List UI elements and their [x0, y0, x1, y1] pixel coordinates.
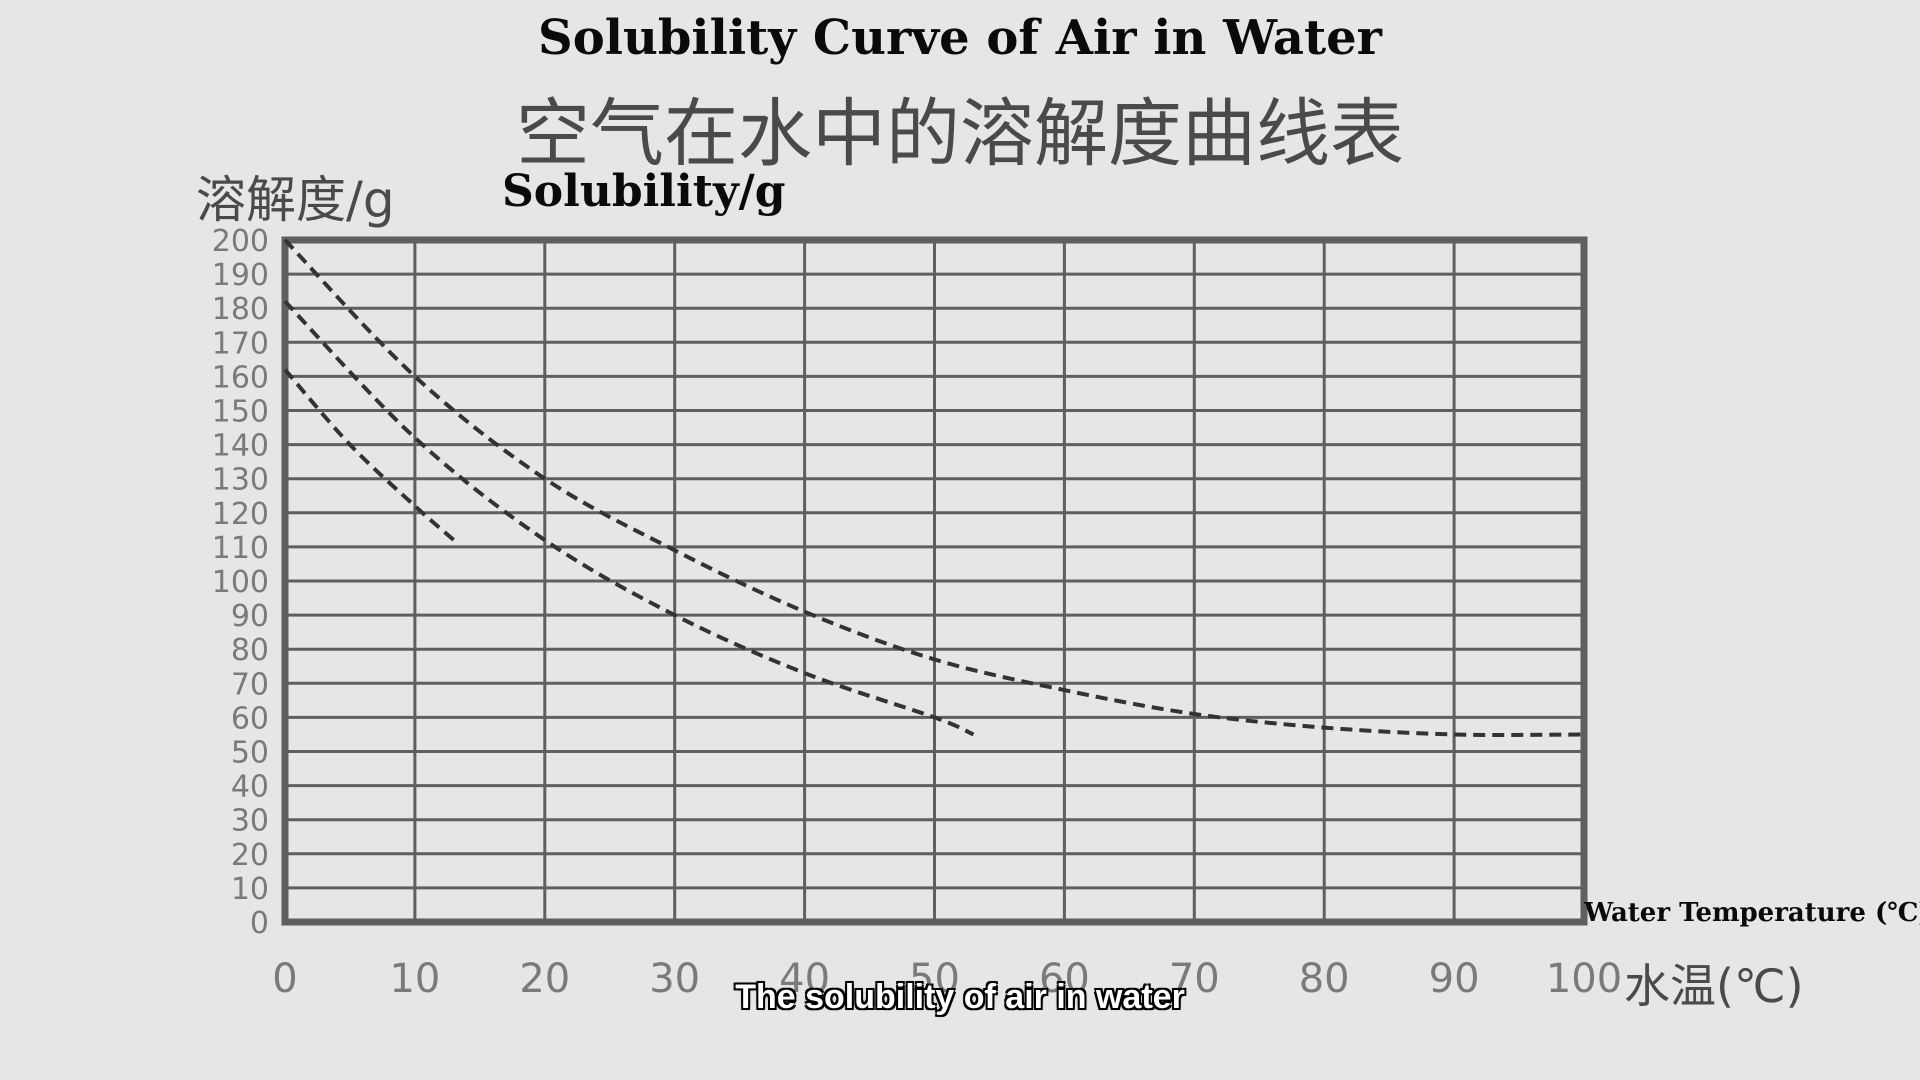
- x-tick-label: 40: [779, 956, 830, 1002]
- y-tick-label: 20: [231, 838, 269, 873]
- y-tick-label: 190: [212, 258, 269, 293]
- solubility-curve-2: [283, 300, 975, 737]
- y-tick-label: 10: [231, 872, 269, 907]
- y-tick-label: 80: [231, 633, 269, 668]
- y-tick-label: 150: [212, 395, 269, 430]
- x-tick-label: 0: [272, 956, 297, 1002]
- x-tick-label: 80: [1299, 956, 1350, 1002]
- solubility-curve-3: [283, 368, 456, 542]
- chart-title-chinese: 空气在水中的溶解度曲线表: [516, 91, 1404, 177]
- x-tick-label: 10: [389, 956, 440, 1002]
- y-tick-label: 130: [212, 463, 269, 498]
- x-tick-label: 90: [1429, 956, 1480, 1002]
- chart-title-english: Solubility Curve of Air in Water: [538, 10, 1382, 66]
- y-tick-label: 40: [231, 770, 269, 805]
- y-axis-label-english: Solubility/g: [502, 166, 786, 217]
- x-tick-label: 70: [1169, 956, 1220, 1002]
- x-tick-label: 100: [1546, 956, 1622, 1002]
- y-tick-label: 100: [212, 565, 269, 600]
- x-axis-label-english: Water Temperature (℃): [1584, 898, 1920, 928]
- y-tick-label: 60: [231, 701, 269, 736]
- y-tick-label: 160: [212, 360, 269, 395]
- y-tick-label: 200: [212, 224, 269, 259]
- y-tick-label: 30: [231, 804, 269, 839]
- x-axis-label-chinese: 水温(℃): [1624, 959, 1804, 1013]
- y-tick-label: 180: [212, 292, 269, 327]
- y-tick-label: 90: [231, 599, 269, 634]
- y-tick-label: 0: [250, 906, 269, 941]
- plot-frame: [281, 236, 1588, 926]
- x-tick-label: 30: [649, 956, 700, 1002]
- y-tick-label: 110: [212, 531, 269, 566]
- x-tick-label: 20: [519, 956, 570, 1002]
- y-tick-label: 50: [231, 736, 269, 771]
- x-tick-label: 50: [909, 956, 960, 1002]
- y-tick-label: 70: [231, 667, 269, 702]
- y-tick-label: 170: [212, 326, 269, 361]
- x-tick-label: 60: [1039, 956, 1090, 1002]
- video-subtitle: The solubility of air in water: [735, 978, 1185, 1016]
- y-tick-label: 140: [212, 429, 269, 464]
- y-tick-label: 120: [212, 497, 269, 532]
- y-axis-label-chinese: 溶解度/g: [196, 171, 395, 229]
